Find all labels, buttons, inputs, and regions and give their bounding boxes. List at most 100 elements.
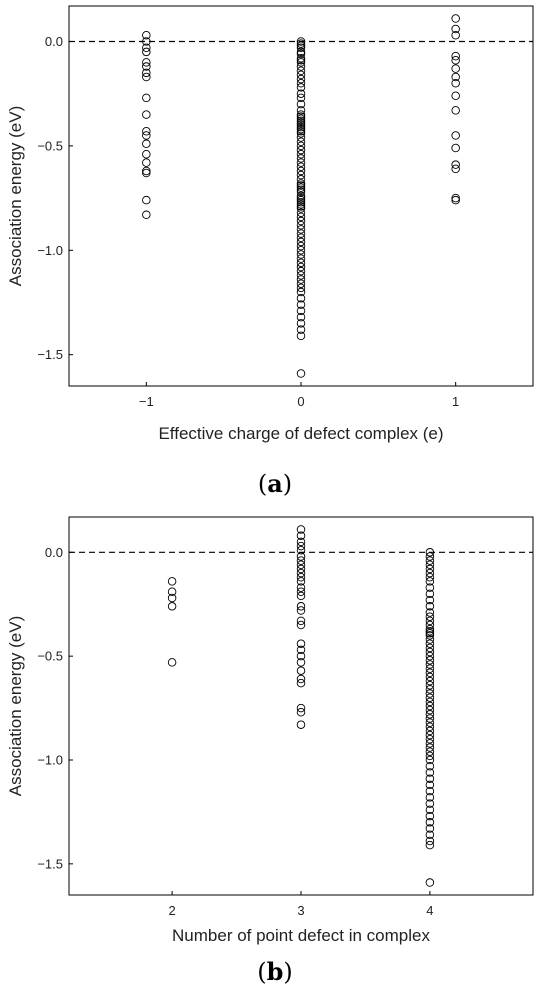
data-point-a [296,124,306,134]
data-point-a [142,158,151,167]
data-point-b [425,680,435,690]
data-point-b [167,577,177,586]
data-point-b [425,747,435,756]
data-point-a [142,43,151,53]
data-point-b [167,587,177,597]
data-point-b [425,751,435,761]
data-point-b [296,556,306,565]
data-point-b [425,774,435,783]
y-tick-label-a: −1.0 [37,243,63,258]
data-point-a [296,175,306,184]
data-point-b [296,568,306,578]
data-point-b [425,568,435,578]
data-point-b [425,639,435,648]
data-point-b [425,560,435,570]
data-point-a [296,258,306,268]
data-point-b [296,577,306,586]
data-point-a [296,89,306,98]
data-point-a [296,170,306,180]
data-point-a [296,70,306,80]
data-point-a [142,139,151,149]
x-axis-label-b: Number of point defect in complex [172,926,430,945]
data-point-b [296,587,306,597]
data-point-a [296,137,306,146]
data-point-b [425,651,435,661]
data-point-a [296,319,306,328]
data-point-b [425,556,435,565]
data-point-b [425,564,435,574]
data-point-a [296,225,306,234]
data-point-a [142,93,151,103]
panel-label-b: (b) [257,957,293,986]
x-tick-label-b: 2 [168,903,175,918]
data-point-b [425,836,435,846]
data-point-a [296,99,306,109]
data-point-a [451,56,460,65]
data-point-b [425,664,435,673]
data-point-a [142,62,151,71]
data-point-a [296,133,306,142]
data-point-a [296,93,306,103]
data-point-a [296,112,306,121]
data-point-a [296,187,306,197]
data-point-b [425,616,435,626]
data-point-a [451,14,460,23]
data-point-b [296,666,306,675]
data-point-b [425,612,435,621]
data-point-b [425,620,435,630]
data-point-b [425,734,435,744]
y-tick-label-b: −1.5 [37,856,63,871]
x-tick-label-a: 1 [452,394,459,409]
y-tick-label-b: 0.0 [45,545,63,560]
data-point-b [296,620,306,630]
data-point-b [425,693,435,702]
y-tick-label-b: −0.5 [37,649,63,664]
data-point-a [296,66,306,75]
data-point-b [296,525,306,534]
data-point-a [296,262,306,272]
x-tick-label-b: 3 [297,903,304,918]
y-tick-label-b: −1.0 [37,753,63,768]
data-point-b [425,730,435,740]
data-point-a [296,43,306,53]
data-point-a [296,145,306,155]
x-tick-label-b: 4 [426,903,433,918]
data-point-a [296,254,306,263]
data-point-b [425,878,435,887]
data-point-b [296,541,306,551]
data-point-a [296,283,306,293]
data-point-b [425,743,435,752]
data-point-b [296,707,306,717]
data-point-a [296,122,306,132]
data-point-b [425,631,435,640]
data-point-b [425,811,435,821]
data-point-b [296,606,306,615]
data-point-b [425,643,435,653]
data-point-b [425,726,435,736]
data-point-a [296,208,306,217]
data-point-a [296,149,306,159]
data-point-a [142,131,151,140]
data-point-a [296,312,306,322]
data-points-a [142,14,460,378]
data-point-a [296,185,306,194]
data-point-a [296,216,306,226]
data-point-a [296,39,306,48]
data-point-b [425,705,435,715]
data-point-b [296,674,306,684]
data-point-b [425,780,435,790]
data-point-a [451,24,460,34]
data-point-a [296,246,306,255]
data-point-a [296,166,306,176]
data-points-b [167,525,435,887]
data-point-a [296,331,306,341]
data-point-b [425,830,435,840]
data-point-a [296,233,306,243]
y-tick-label-a: 0.0 [45,34,63,49]
data-point-b [167,602,177,611]
data-point-b [425,608,435,617]
data-point-a [451,164,460,174]
data-point-b [425,595,435,605]
data-point-a [296,110,306,119]
data-point-b [296,564,306,574]
